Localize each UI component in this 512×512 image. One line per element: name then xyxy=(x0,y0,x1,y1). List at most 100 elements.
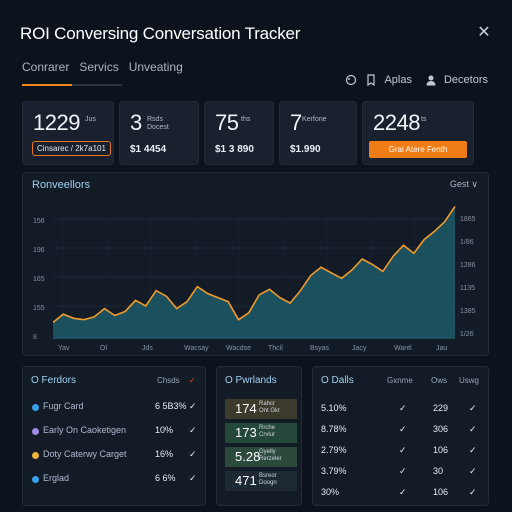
check-icon: ✓ xyxy=(399,424,407,434)
cell-value: 5.28 xyxy=(235,449,261,464)
kpi-unit: ths xyxy=(241,116,251,123)
row-value: 10% xyxy=(155,425,174,435)
kpi-value: 2248 xyxy=(373,110,420,135)
tab-servics[interactable]: Servics xyxy=(79,60,119,74)
kpi-value: 75 xyxy=(215,110,239,135)
table-row[interactable]: 30% ✓ 106 ✓ xyxy=(313,485,488,503)
status-dot xyxy=(32,404,39,411)
cell-value: 471 xyxy=(235,473,257,488)
panel-dalls: O Dalls Gxnme Ows Uswg 5.10% ✓ 229 ✓ 8.78% ✓ 3… xyxy=(312,366,489,506)
kpi-unit: Jus xyxy=(85,116,96,123)
x-tick-label: Wantl xyxy=(394,345,412,352)
y-tick-label-right: 1135 xyxy=(460,285,475,292)
area-chart: 156 196 165 155 8 1865 1/86 1286 1135 1385 1/26 Yav… xyxy=(33,206,476,352)
y-tick-label-right: 1/86 xyxy=(460,239,474,246)
kpi-unit: ts xyxy=(421,116,427,123)
heatmap-cell: 5.28 Gyelly Rerzeler xyxy=(225,447,297,467)
palette-icon[interactable] xyxy=(344,73,358,87)
y-tick-label: 196 xyxy=(33,247,45,254)
tab-bar: Conrarer Servics Unveating xyxy=(22,60,183,83)
row-percent: 30% xyxy=(321,487,340,497)
x-tick-label: Jau xyxy=(436,345,447,352)
check-icon: ✓ xyxy=(469,424,477,434)
check-icon: ✓ xyxy=(399,445,407,455)
table-row[interactable]: Erglad 6 6% ✓ xyxy=(23,471,205,489)
table-row[interactable]: Fugr Card 6 5B3% ✓ xyxy=(23,399,205,417)
status-dot xyxy=(32,476,39,483)
table-row[interactable]: 8.78% ✓ 306 ✓ xyxy=(313,422,488,440)
x-tick-label: Wacsay xyxy=(184,345,209,352)
kpi-sub: $1 3 890 xyxy=(215,144,254,155)
area-fill xyxy=(53,206,455,339)
user-bar: Aplas Decetors xyxy=(344,73,488,87)
table-row[interactable]: Doty Caterwy Carget 16% ✓ xyxy=(23,447,205,465)
row-percent: 2.79% xyxy=(321,445,347,455)
table-row[interactable]: Early On Caoketigen 10% ✓ xyxy=(23,423,205,441)
x-tick-label: Thcil xyxy=(268,345,283,352)
check-red-icon: ✓ xyxy=(189,376,196,385)
kpi-card-1: 1229 Jus Cinsarec / 2k7a101 xyxy=(22,101,114,165)
panel-header: Uswg xyxy=(459,376,480,385)
bookmark-icon[interactable] xyxy=(364,73,378,87)
row-value: 106 xyxy=(433,487,449,497)
user-icon[interactable] xyxy=(424,73,438,87)
kpi-cta-button[interactable]: Grai Atere Fenth xyxy=(369,141,467,158)
y-tick-label: 155 xyxy=(33,305,45,312)
user-bar-item-decetors[interactable]: Decetors xyxy=(443,74,488,86)
check-icon: ✓ xyxy=(399,487,407,497)
panel-title: O Pwrlands xyxy=(225,375,277,386)
panel-header: Ows xyxy=(431,376,447,385)
app-title: ROI Conversing Conversation Tracker xyxy=(20,24,301,43)
row-value: 6 6% xyxy=(155,473,176,483)
row-value: 16% xyxy=(155,449,174,459)
check-icon: ✓ xyxy=(399,403,407,413)
check-icon: ✓ xyxy=(189,449,197,459)
kpi-card-5: 2248 ts Grai Atere Fenth xyxy=(362,101,474,165)
kpi-value: 3 xyxy=(130,110,142,135)
kpi-card-4: 7 Kerfone $1.990 xyxy=(279,101,357,165)
heatmap-cell: 173 Rrche Crvlur xyxy=(225,423,297,443)
chart-title: Ronveellors xyxy=(32,179,91,191)
check-red-icon: ✓ xyxy=(469,403,477,413)
cell-value: 174 xyxy=(235,401,257,416)
table-row[interactable]: 2.79% ✓ 106 ✓ xyxy=(313,443,488,461)
kpi-card-3: 75 ths $1 3 890 xyxy=(204,101,274,165)
panel-pwrlands: O Pwrlands 174 Rahcr Ont Gkr 173 Rrche Crvl… xyxy=(216,366,302,506)
chart-range-select[interactable]: Gest ∨ xyxy=(449,179,478,189)
row-name: Doty Caterwy Carget xyxy=(43,449,127,459)
kpi-unit: Rsds Docest xyxy=(147,116,169,131)
tab-unveating[interactable]: Unveating xyxy=(128,60,183,74)
status-dot xyxy=(32,428,39,435)
y-tick-label: 165 xyxy=(33,276,45,283)
table-row[interactable]: 3.79% ✓ 30 ✓ xyxy=(313,464,488,482)
check-icon: ✓ xyxy=(469,487,477,497)
check-icon: ✓ xyxy=(469,466,477,476)
status-dot xyxy=(32,452,39,459)
user-bar-item-aplas[interactable]: Aplas xyxy=(384,74,412,86)
row-value: 229 xyxy=(433,403,449,413)
panel-ferdors: O Ferdors Chsds ✓ Fugr Card 6 5B3% ✓ Early … xyxy=(22,366,206,506)
kpi-chip[interactable]: Cinsarec / 2k7a101 xyxy=(32,141,111,156)
header: ROI Conversing Conversation Tracker ✕ xyxy=(20,24,492,46)
y-tick-label-right: 1865 xyxy=(460,216,476,223)
tab-active-indicator xyxy=(22,84,72,86)
kpi-value: 7 xyxy=(290,110,302,135)
tab-conrarer[interactable]: Conrarer xyxy=(22,60,70,74)
panel-title: O Ferdors xyxy=(31,375,77,386)
kpi-card-2: 3 Rsds Docest $1 4454 xyxy=(119,101,199,165)
close-button[interactable]: ✕ xyxy=(477,24,491,41)
row-percent: 8.78% xyxy=(321,424,347,434)
cell-sub: Gyelly Rerzeler xyxy=(259,449,282,462)
row-name: Fugr Card xyxy=(43,401,84,411)
cell-value: 173 xyxy=(235,425,257,440)
kpi-sub: $1 4454 xyxy=(130,144,167,155)
y-tick-label-right: 1/26 xyxy=(460,331,474,338)
x-tick-label: Wacdse xyxy=(226,345,251,352)
panel-title: O Dalls xyxy=(321,375,354,386)
kpi-row: 1229 Jus Cinsarec / 2k7a101 3 Rsds Doces… xyxy=(22,101,489,165)
heatmap-cell: 174 Rahcr Ont Gkr xyxy=(225,399,297,419)
check-icon: ✓ xyxy=(469,445,477,455)
row-value: 6 5B3% xyxy=(155,401,187,411)
table-row[interactable]: 5.10% ✓ 229 ✓ xyxy=(313,401,488,419)
cell-sub: Bsreor Doogn xyxy=(259,473,277,486)
